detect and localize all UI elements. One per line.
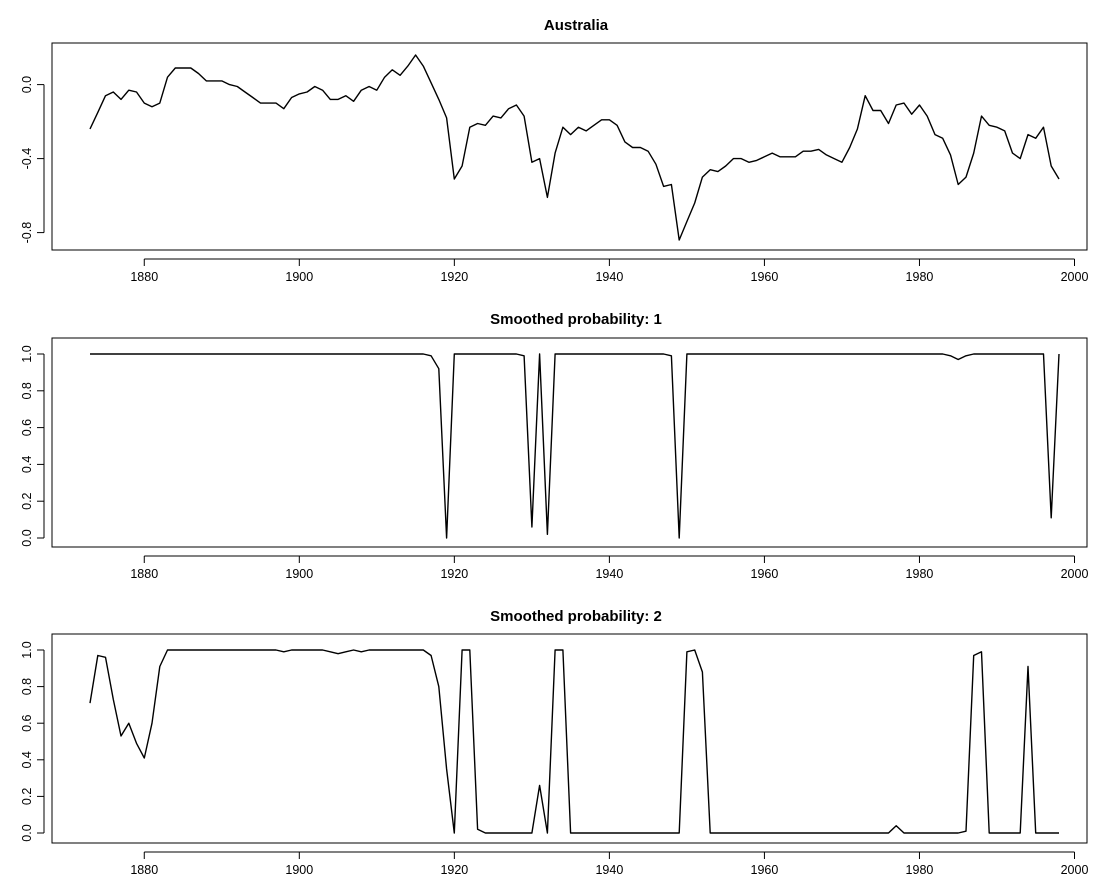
x-axis: 1880 1900 1920 1940 1960 1980 2000 — [130, 258, 1089, 284]
x-tick-label: 2000 — [1061, 270, 1089, 284]
x-tick-label: 1940 — [595, 863, 623, 877]
x-tick-label: 1960 — [751, 863, 779, 877]
x-tick-label: 1960 — [751, 567, 779, 581]
y-tick-label: -0.8 — [20, 222, 34, 244]
plot-frame — [51, 337, 1088, 548]
x-tick-label: 1940 — [595, 270, 623, 284]
panel-title: Smoothed probability: 2 — [490, 608, 662, 625]
x-tick-label: 1900 — [285, 863, 313, 877]
x-tick-label: 1920 — [440, 863, 468, 877]
x-tick-label: 1920 — [440, 270, 468, 284]
y-tick-label: 0.6 — [20, 714, 34, 731]
y-tick-label: 0.8 — [20, 678, 34, 695]
series-line — [89, 54, 1060, 241]
y-tick-label: 0.8 — [20, 382, 34, 399]
x-tick-label: 1980 — [906, 863, 934, 877]
y-tick-label: 0.4 — [20, 456, 34, 473]
plot-frame — [51, 633, 1088, 844]
x-tick-label: 1960 — [751, 270, 779, 284]
x-tick-label: 1900 — [285, 567, 313, 581]
x-tick-label: 1940 — [595, 567, 623, 581]
x-axis: 1880 1900 1920 1940 1960 1980 2000 — [130, 555, 1089, 581]
y-axis: 0.0 0.2 0.4 0.6 0.8 1.0 — [20, 641, 45, 842]
x-tick-label: 1980 — [906, 270, 934, 284]
y-tick-label: 0.4 — [20, 751, 34, 768]
x-tick-label: 1880 — [130, 270, 158, 284]
plot-frame — [51, 42, 1088, 251]
y-tick-label: 0.6 — [20, 419, 34, 436]
x-axis: 1880 1900 1920 1940 1960 1980 2000 — [130, 851, 1089, 877]
series-line — [89, 649, 1059, 834]
panel-australia: Australia 1880 1900 1920 1940 1960 1980 2000 -0… — [20, 17, 1088, 284]
y-tick-label: 0.2 — [20, 492, 34, 509]
y-axis: -0.8 -0.4 0.0 — [20, 76, 45, 244]
y-tick-label: 1.0 — [20, 345, 34, 362]
y-tick-label: 1.0 — [20, 641, 34, 658]
y-axis: 0.0 0.2 0.4 0.6 0.8 1.0 — [20, 345, 45, 547]
panel-smoothed-probability-2: Smoothed probability: 2 1880 1900 1920 1940… — [20, 608, 1088, 877]
x-tick-label: 2000 — [1061, 863, 1089, 877]
panel-title: Smoothed probability: 1 — [490, 311, 662, 328]
y-tick-label: 0.0 — [20, 76, 34, 93]
x-tick-label: 1880 — [130, 863, 158, 877]
x-tick-label: 1900 — [285, 270, 313, 284]
panel-title: Australia — [544, 17, 609, 34]
y-tick-label: -0.4 — [20, 148, 34, 170]
series-line — [90, 353, 1060, 539]
x-tick-label: 1880 — [130, 567, 158, 581]
y-tick-label: 0.0 — [20, 529, 34, 546]
x-tick-label: 2000 — [1061, 567, 1089, 581]
panel-smoothed-probability-1: Smoothed probability: 1 1880 1900 1920 1940… — [20, 311, 1088, 581]
x-tick-label: 1980 — [906, 567, 934, 581]
y-tick-label: 0.2 — [20, 788, 34, 805]
x-tick-label: 1920 — [440, 567, 468, 581]
y-tick-label: 0.0 — [20, 824, 34, 841]
